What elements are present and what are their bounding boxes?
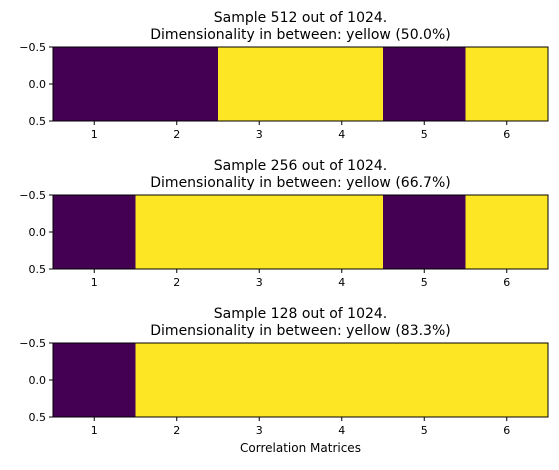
- panel-2-cell-6: [465, 195, 549, 269]
- panel-3-ytick-label-2: 0.5: [29, 411, 47, 424]
- panel-3-cell-6: [465, 343, 549, 417]
- panel-3-ytick-label-1: 0.0: [29, 374, 47, 387]
- panel-2-xtick-label-1: 1: [91, 276, 98, 289]
- panel-1-ytick-label-0: −0.5: [19, 41, 46, 54]
- panel-1-title-line2: Dimensionality in between: yellow (50.0%…: [150, 27, 450, 43]
- panel-3-xtick-label-5: 5: [421, 424, 428, 437]
- panel-2-title-line2: Dimensionality in between: yellow (66.7%…: [150, 175, 450, 191]
- panel-2-cell-5: [383, 195, 466, 269]
- panel-3-xtick-label-1: 1: [91, 424, 98, 437]
- panel-1-cell-3: [218, 47, 301, 121]
- panel-1-xtick-label-4: 4: [338, 128, 345, 141]
- panel-3-cell-3: [218, 343, 301, 417]
- panel-1-cell-1: [53, 47, 136, 121]
- panel-1-xtick-label-5: 5: [421, 128, 428, 141]
- panel-2-cell-2: [135, 195, 219, 269]
- panel-1-ytick-label-2: 0.5: [29, 115, 47, 128]
- panel-2-xtick-label-5: 5: [421, 276, 428, 289]
- panel-1-cell-5: [383, 47, 466, 121]
- panel-2-xtick-label-2: 2: [173, 276, 180, 289]
- panel-2-xtick-label-3: 3: [256, 276, 263, 289]
- panel-3-ytick-label-0: −0.5: [19, 337, 46, 350]
- panel-2-xtick-label-4: 4: [338, 276, 345, 289]
- panel-1-xtick-label-1: 1: [91, 128, 98, 141]
- panel-3-cell-4: [300, 343, 384, 417]
- panel-2: Sample 256 out of 1024.Dimensionality in…: [19, 158, 549, 289]
- x-axis-label: Correlation Matrices: [240, 441, 361, 455]
- panel-2-ytick-label-0: −0.5: [19, 189, 46, 202]
- panel-2-ytick-label-2: 0.5: [29, 263, 47, 276]
- panel-3-cell-5: [383, 343, 466, 417]
- panel-1-xtick-label-6: 6: [503, 128, 510, 141]
- panel-3-cell-1: [53, 343, 136, 417]
- panel-1-xtick-label-3: 3: [256, 128, 263, 141]
- panel-2-xtick-label-6: 6: [503, 276, 510, 289]
- panel-3-xtick-label-6: 6: [503, 424, 510, 437]
- panels: Sample 512 out of 1024.Dimensionality in…: [19, 10, 549, 455]
- panel-3-cell-2: [135, 343, 219, 417]
- panel-2-cell-4: [300, 195, 384, 269]
- panel-3-xtick-label-2: 2: [173, 424, 180, 437]
- panel-3: Sample 128 out of 1024.Dimensionality in…: [19, 306, 549, 455]
- panel-2-cell-3: [218, 195, 301, 269]
- panel-1: Sample 512 out of 1024.Dimensionality in…: [19, 10, 549, 141]
- panel-1-ytick-label-1: 0.0: [29, 78, 47, 91]
- panel-1-title-line1: Sample 512 out of 1024.: [214, 10, 388, 26]
- panel-2-title-line1: Sample 256 out of 1024.: [214, 158, 388, 174]
- panel-1-cell-2: [135, 47, 219, 121]
- panel-1-xtick-label-2: 2: [173, 128, 180, 141]
- panel-3-xtick-label-4: 4: [338, 424, 345, 437]
- panel-2-cell-1: [53, 195, 136, 269]
- panel-1-cell-6: [465, 47, 549, 121]
- panel-2-ytick-label-1: 0.0: [29, 226, 47, 239]
- panel-1-cell-4: [300, 47, 384, 121]
- panel-3-title-line2: Dimensionality in between: yellow (83.3%…: [150, 323, 450, 339]
- panel-3-title-line1: Sample 128 out of 1024.: [214, 306, 388, 322]
- panel-3-xtick-label-3: 3: [256, 424, 263, 437]
